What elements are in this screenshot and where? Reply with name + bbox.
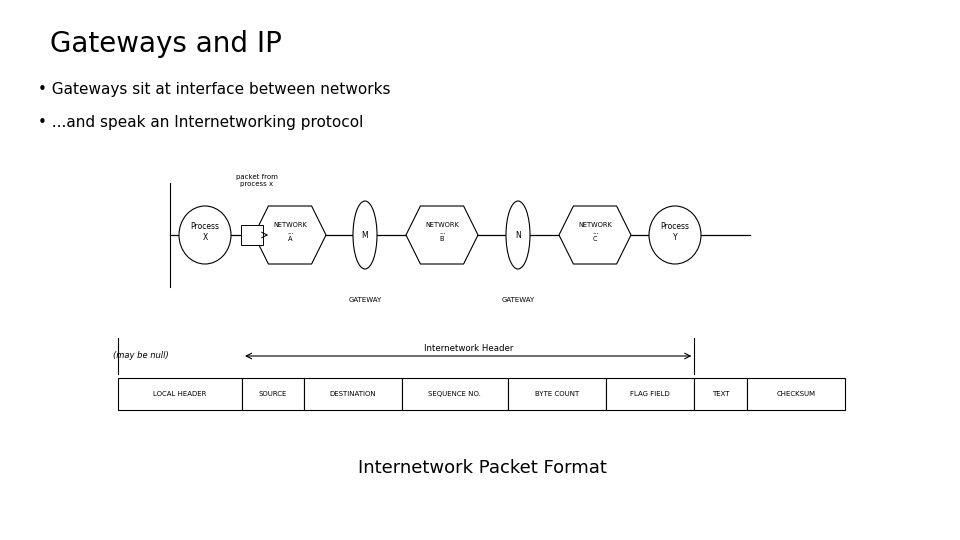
Text: Process
X: Process X xyxy=(190,222,220,242)
Text: SEQUENCE NO.: SEQUENCE NO. xyxy=(428,391,481,397)
Text: Internetwork Packet Format: Internetwork Packet Format xyxy=(357,459,607,477)
Text: NETWORK
...
C: NETWORK ... C xyxy=(578,222,612,242)
Bar xyxy=(118,378,242,410)
Text: LOCAL HEADER: LOCAL HEADER xyxy=(154,391,206,397)
Text: GATEWAY: GATEWAY xyxy=(348,297,382,303)
Text: BYTE COUNT: BYTE COUNT xyxy=(535,391,579,397)
Ellipse shape xyxy=(506,201,530,269)
Text: M: M xyxy=(362,231,369,240)
Text: Process
Y: Process Y xyxy=(660,222,689,242)
Polygon shape xyxy=(559,206,631,264)
Ellipse shape xyxy=(179,206,231,264)
Text: SOURCE: SOURCE xyxy=(259,391,287,397)
Text: • ...and speak an Internetworking protocol: • ...and speak an Internetworking protoc… xyxy=(38,115,364,130)
Ellipse shape xyxy=(353,201,377,269)
Text: N: N xyxy=(516,231,521,240)
Polygon shape xyxy=(254,206,326,264)
Text: (may be null): (may be null) xyxy=(113,351,169,360)
Ellipse shape xyxy=(649,206,701,264)
Bar xyxy=(694,378,748,410)
Text: CHECKSUM: CHECKSUM xyxy=(777,391,816,397)
Bar xyxy=(401,378,508,410)
Text: TEXT: TEXT xyxy=(712,391,730,397)
Text: NETWORK
...
B: NETWORK ... B xyxy=(425,222,459,242)
Text: Gateways and IP: Gateways and IP xyxy=(50,30,282,58)
Polygon shape xyxy=(406,206,478,264)
Text: DESTINATION: DESTINATION xyxy=(329,391,376,397)
Text: NETWORK
...
A: NETWORK ... A xyxy=(274,222,307,242)
Bar xyxy=(748,378,845,410)
Bar xyxy=(241,225,263,245)
Text: FLAG FIELD: FLAG FIELD xyxy=(630,391,670,397)
Bar xyxy=(508,378,606,410)
Text: packet from
process x: packet from process x xyxy=(236,173,278,187)
Text: GATEWAY: GATEWAY xyxy=(501,297,535,303)
Bar xyxy=(242,378,304,410)
Text: Internetwork Header: Internetwork Header xyxy=(423,344,513,353)
Bar xyxy=(606,378,694,410)
Text: • Gateways sit at interface between networks: • Gateways sit at interface between netw… xyxy=(38,82,391,97)
Bar xyxy=(304,378,401,410)
